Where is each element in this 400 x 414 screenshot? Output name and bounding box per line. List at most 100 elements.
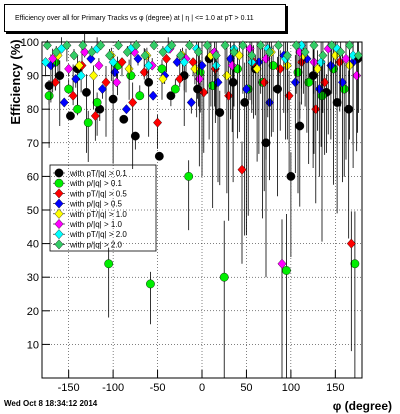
legend-frame [49, 164, 157, 252]
data-point [64, 84, 74, 94]
data-point [122, 47, 132, 58]
x-tick-label: -50 [150, 382, 166, 394]
data-point [318, 50, 328, 61]
x-tick-label: 50 [240, 382, 252, 394]
timestamp: Wed Oct 8 18:34:12 2014 [4, 399, 98, 408]
y-tick-label: 80 [27, 104, 39, 116]
data-point [108, 57, 118, 68]
data-point [211, 50, 221, 61]
y-ticks: 10 20 30 40 50 60 70 80 90 100 [21, 37, 50, 351]
data-point [339, 84, 349, 94]
data-point [146, 279, 155, 289]
y-tick-label: 30 [27, 272, 39, 284]
data-point [229, 47, 239, 58]
data-point [55, 71, 65, 81]
legend-marker [54, 229, 64, 240]
series-4 [46, 42, 358, 236]
data-point [268, 61, 278, 70]
legend-marker [54, 168, 64, 178]
data-point [295, 121, 305, 131]
data-point [353, 50, 363, 61]
data-point [154, 151, 164, 161]
data-point [193, 47, 203, 58]
data-point [346, 238, 356, 249]
data-point [126, 71, 136, 81]
legend-marker [54, 188, 64, 199]
legend-label: with pT/|q| > 2.0 [69, 230, 127, 239]
data-point [185, 40, 195, 51]
data-point [172, 57, 182, 68]
y-tick-label: 40 [27, 239, 39, 251]
data-point [238, 40, 248, 51]
data-point [252, 63, 262, 74]
data-point [215, 108, 225, 117]
data-point [313, 63, 323, 74]
data-point [86, 53, 96, 64]
x-ticks: -150 -100 -50 0 50 100 150 [58, 370, 345, 394]
data-point [158, 73, 168, 84]
data-point [190, 63, 200, 74]
data-point [167, 40, 177, 51]
data-point [184, 171, 194, 181]
data-point [101, 77, 111, 88]
data-point [96, 40, 106, 51]
data-marks [41, 33, 363, 378]
data-point [121, 104, 131, 115]
data-point [92, 98, 102, 107]
data-point [83, 118, 93, 128]
legend-label: with p/|q| > 1.0 [69, 220, 123, 229]
data-point [345, 40, 355, 51]
data-point [105, 50, 115, 61]
data-point [327, 40, 337, 51]
y-tick-label: 60 [27, 171, 39, 183]
data-point [220, 40, 230, 51]
legend-label: with p/|q| > 0.5 [69, 200, 123, 209]
data-point [153, 117, 163, 128]
data-point [80, 47, 90, 58]
data-point [222, 70, 232, 81]
data-point [41, 57, 51, 68]
data-point [282, 266, 291, 275]
data-point [112, 77, 122, 88]
data-point [290, 77, 300, 88]
legend-label: with pT/|q| > 0.1 [69, 169, 127, 178]
chart-title: Efficiency over all for Primary Tracks v… [15, 14, 254, 22]
legend-label: with pT/|q| > 1.0 [69, 210, 127, 219]
y-axis-label: Efficiency (%) [8, 39, 23, 124]
data-point [135, 91, 145, 101]
data-point [89, 70, 99, 81]
data-point [161, 53, 171, 64]
legend-marker [54, 178, 64, 188]
x-tick-label: 150 [326, 382, 344, 394]
data-point [237, 164, 247, 175]
data-point [87, 47, 97, 58]
data-point [97, 84, 107, 95]
x-tick-label: -150 [58, 382, 80, 394]
legend-label: with pT/|q| > 0.5 [69, 189, 127, 198]
data-point [304, 77, 314, 87]
data-point [119, 114, 129, 124]
data-point [277, 258, 287, 269]
data-point [108, 94, 118, 104]
data-point [113, 40, 123, 51]
data-point [78, 40, 88, 51]
data-point [94, 60, 104, 71]
data-point [202, 40, 212, 51]
data-point [148, 90, 158, 101]
x-tick-label: -100 [102, 382, 124, 394]
data-point [44, 91, 54, 101]
legend-label: with p/|q| > 2.0 [69, 240, 123, 249]
y-tick-label: 20 [27, 306, 39, 318]
data-point [130, 131, 140, 141]
data-point [128, 97, 138, 108]
data-point [265, 47, 275, 58]
x-tick-label: 100 [282, 382, 300, 394]
data-point [140, 50, 150, 61]
y-tick-label: 70 [27, 138, 39, 150]
data-point [219, 272, 229, 282]
legend-marker [54, 239, 64, 250]
legend-label: with p/|q| > 0.1 [69, 179, 123, 188]
data-point [48, 53, 58, 64]
